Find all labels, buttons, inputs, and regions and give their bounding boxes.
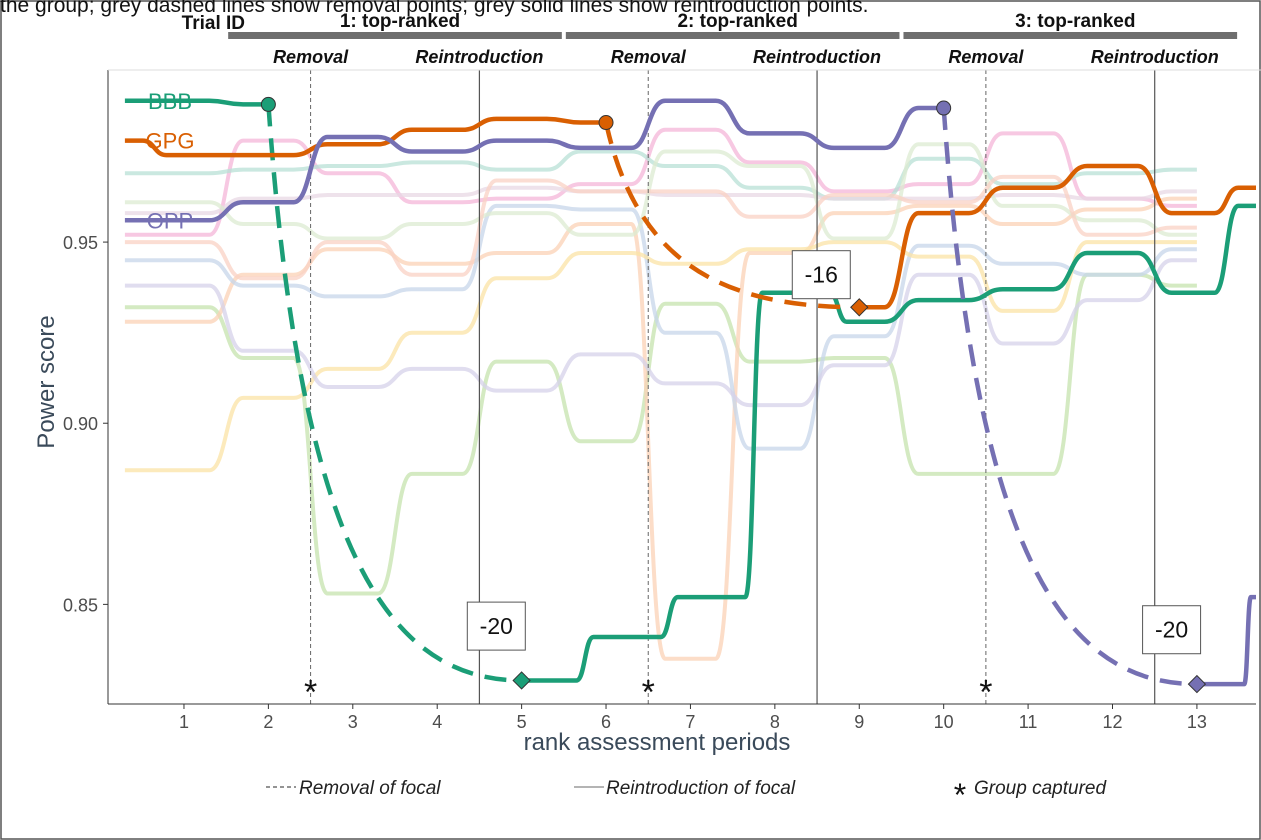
x-tick-label: 13 [1187, 712, 1207, 732]
bbb-drop-line [266, 104, 522, 683]
y-tick-label: 0.85 [63, 595, 98, 615]
trial-bar-1 [228, 32, 562, 39]
x-tick-label: 2 [263, 712, 273, 732]
x-tick-label: 3 [348, 712, 358, 732]
trial-label-3: 3: top-ranked [1015, 11, 1135, 32]
bbb-series-line-after [521, 203, 1256, 683]
x-tick-label: 4 [432, 712, 442, 732]
background-series-line-6 [124, 240, 1197, 473]
legend-removal-label: Removal of focal [299, 778, 441, 799]
opp-end-marker [1187, 674, 1207, 694]
bbb-series-label: BBB [148, 89, 192, 114]
legend-captured-key: * [954, 777, 966, 813]
background-series-line-10 [124, 174, 1197, 281]
bbb-start-marker [260, 96, 276, 112]
x-tick-label: 8 [770, 712, 780, 732]
x-tick-label: 9 [854, 712, 864, 732]
opp-series-line-after [1196, 594, 1256, 687]
plot-panel: BBB -20 GPG -16 OPP -20 * * * [124, 70, 1256, 712]
group-captured-marker-1: * [304, 674, 317, 712]
y-axis-title: Power score [33, 315, 60, 448]
legend: Removal of focal Reintroduction of focal *… [266, 777, 1107, 813]
trial-id-label: Trial ID [182, 13, 245, 34]
group-captured-marker-2: * [642, 674, 655, 712]
background-series-line-2 [124, 272, 1197, 596]
gpg-start-marker [598, 115, 614, 131]
trial-3-removal-label: Removal [948, 47, 1024, 67]
y-tick-label: 0.95 [63, 233, 98, 253]
trial-header: Trial ID 1: top-ranked Removal Reintroducti… [182, 11, 1238, 67]
bbb-series-line [124, 98, 269, 107]
trial-1-removal-label: Removal [273, 47, 349, 67]
trial-label-2: 2: top-ranked [677, 11, 797, 32]
bbb-drop-label-box [466, 601, 526, 651]
trial-1-reintroduction-label: Reintroduction [415, 47, 543, 67]
trial-2-removal-label: Removal [611, 47, 687, 67]
gpg-drop-label-box [791, 250, 851, 300]
gpg-series-line [124, 116, 606, 158]
x-tick-label: 5 [517, 712, 527, 732]
x-tick-label: 7 [685, 712, 695, 732]
bbb-drop-label: -20 [480, 613, 513, 639]
opp-series-line [124, 98, 944, 223]
opp-drop-label-box [1142, 605, 1202, 655]
gpg-end-marker [850, 298, 869, 317]
background-series-line-5 [124, 149, 1197, 201]
x-tick-label: 12 [1102, 712, 1122, 732]
gpg-drop-line [603, 122, 860, 310]
x-tick-label: 6 [601, 712, 611, 732]
background-series-line-9 [124, 142, 1197, 241]
x-tick-label: 10 [934, 712, 954, 732]
gpg-series-label: GPG [146, 129, 195, 154]
legend-captured-label: Group captured [974, 778, 1107, 799]
figure-caption-fragment: the group; grey dashed lines show remova… [0, 0, 868, 17]
group-captured-marker-3: * [979, 674, 992, 712]
opp-start-marker [936, 100, 952, 116]
gpg-drop-label: -16 [805, 262, 838, 288]
x-tick-label: 1 [179, 712, 189, 732]
gpg-series-line-after [859, 163, 1256, 310]
trial-3-reintroduction-label: Reintroduction [1091, 47, 1219, 67]
trial-label-1: 1: top-ranked [340, 11, 460, 32]
x-axis-title: rank assessment periods [524, 729, 791, 756]
background-series-line-4 [124, 203, 1197, 451]
trial-bar-2 [565, 32, 900, 39]
trial-bar-3 [903, 32, 1238, 39]
opp-drop-line [941, 107, 1197, 687]
trial-2-reintroduction-label: Reintroduction [753, 47, 881, 67]
opp-series-label: OPP [147, 208, 193, 233]
x-tick-label: 11 [1019, 712, 1038, 732]
y-tick-label: 0.90 [63, 414, 98, 434]
opp-drop-label: -20 [1155, 617, 1188, 643]
legend-reintroduction-label: Reintroduction of focal [606, 778, 796, 799]
bbb-end-marker [512, 671, 531, 690]
